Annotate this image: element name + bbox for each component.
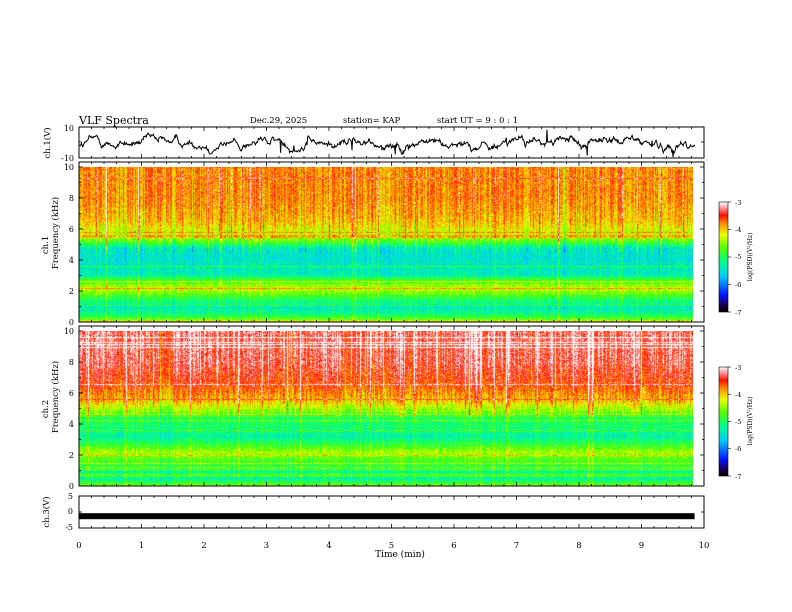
ch1-frequency-ylabel: Frequency (kHz): [50, 197, 61, 269]
ch1-ytick-10: 10: [64, 163, 74, 172]
ch2-colorbar-tick-m3: -3: [735, 364, 741, 372]
ch1-channel-label: ch.1: [41, 236, 51, 254]
ch3-ytick-0: 0: [68, 507, 73, 516]
ch1-waveform-panel: 10 -10 ch.1(V): [42, 124, 705, 163]
xtick-6: 6: [451, 541, 456, 551]
ch3-waveform-band: [79, 513, 695, 520]
ch3-ytick-m5: -5: [65, 523, 73, 532]
ch1-ytick-top: 10: [64, 124, 74, 133]
ch3-waveform-panel: 5 0 -5 ch.3(V): [41, 492, 705, 532]
time-axis-label: Time (min): [375, 549, 425, 560]
ch1-colorbar-tick-m4: -4: [735, 226, 741, 234]
ch1-waveform-line: [78, 129, 696, 158]
ch1-colorbar-tick-m5: -5: [735, 253, 741, 261]
ch1-spectrogram-image: [79, 167, 693, 322]
ch1-colorbar-label: log(PSD)(V²/Hz): [747, 233, 754, 282]
ch1-colorbar: -3 -4 -5 -6 -7 log(PSD)(V²/Hz): [718, 199, 754, 317]
ch1-ytick-0: 0: [69, 318, 74, 327]
xtick-3: 3: [264, 541, 269, 551]
ch1-ytick-2: 2: [69, 287, 74, 296]
ch2-ytick-10: 10: [64, 327, 74, 336]
xtick-7: 7: [514, 541, 519, 551]
ch3-waveform-frame: [78, 495, 705, 529]
xtick-2: 2: [201, 541, 206, 551]
ch1-colorbar-tick-m6: -6: [735, 281, 741, 289]
xtick-5: 5: [389, 541, 394, 551]
xtick-10: 10: [699, 541, 710, 551]
ch2-ytick-2: 2: [69, 451, 74, 460]
ch2-ytick-8: 8: [69, 358, 74, 367]
ch2-ytick-4: 4: [69, 420, 74, 429]
ch2-colorbar-label: log(PSD)(V²/Hz): [747, 397, 754, 446]
station-label: station= KAP: [343, 116, 401, 126]
figure-title: VLF Spectra: [78, 114, 149, 127]
ch3-voltage-ylabel: ch.3(V): [41, 496, 52, 527]
ch1-ytick-8: 8: [69, 194, 74, 203]
ch1-spectrogram-ticks: [78, 162, 705, 323]
ch2-colorbar-tick-m6: -6: [735, 445, 741, 453]
time-axis: 0 1 2 3 4 5 6 7 8 9 10 Time (min): [76, 541, 709, 560]
ch2-spectrogram-image: [79, 331, 693, 486]
ch2-spectrogram-panel: 0 2 4 6 8 10 ch.2 Frequency (kHz): [41, 325, 705, 491]
xtick-1: 1: [139, 541, 144, 551]
ch1-ytick-6: 6: [69, 225, 74, 234]
ch2-ytick-6: 6: [69, 389, 74, 398]
ch1-waveform-ticks: [78, 127, 705, 158]
ch1-ytick-bottom: -10: [61, 154, 74, 163]
ch2-colorbar-tick-m7: -7: [735, 473, 741, 481]
start-time-label: start UT = 9 : 0 : 1: [437, 116, 518, 126]
ch1-colorbar-bar: [718, 201, 729, 313]
date-label: Dec.29, 2025: [250, 116, 307, 126]
xtick-8: 8: [576, 541, 581, 551]
ch3-waveform-ticks: [78, 495, 705, 529]
ch2-channel-label: ch.2: [41, 400, 51, 418]
ch3-ytick-5: 5: [68, 492, 73, 501]
ch1-voltage-ylabel: ch.1(V): [42, 127, 53, 158]
ch2-spectrogram-ticks: [78, 326, 705, 487]
xtick-0: 0: [76, 541, 81, 551]
ch2-ytick-0: 0: [69, 482, 74, 491]
ch2-colorbar-bar: [718, 366, 729, 477]
ch2-frequency-ylabel: Frequency (kHz): [50, 361, 61, 433]
ch1-colorbar-tick-m3: -3: [735, 199, 741, 207]
xtick-4: 4: [326, 541, 331, 551]
ch1-colorbar-tick-m7: -7: [735, 309, 741, 317]
ch1-ytick-4: 4: [69, 256, 74, 265]
ch1-spectrogram-panel: 0 2 4 6 8 10 ch.1 Frequency (kHz): [41, 161, 705, 327]
ch2-colorbar: -3 -4 -5 -6 -7 log(PSD)(V²/Hz): [718, 364, 754, 481]
ch2-colorbar-tick-m4: -4: [735, 391, 741, 399]
ch2-colorbar-tick-m5: -5: [735, 418, 741, 426]
xtick-9: 9: [639, 541, 644, 551]
ch1-waveform-frame: [78, 126, 705, 159]
